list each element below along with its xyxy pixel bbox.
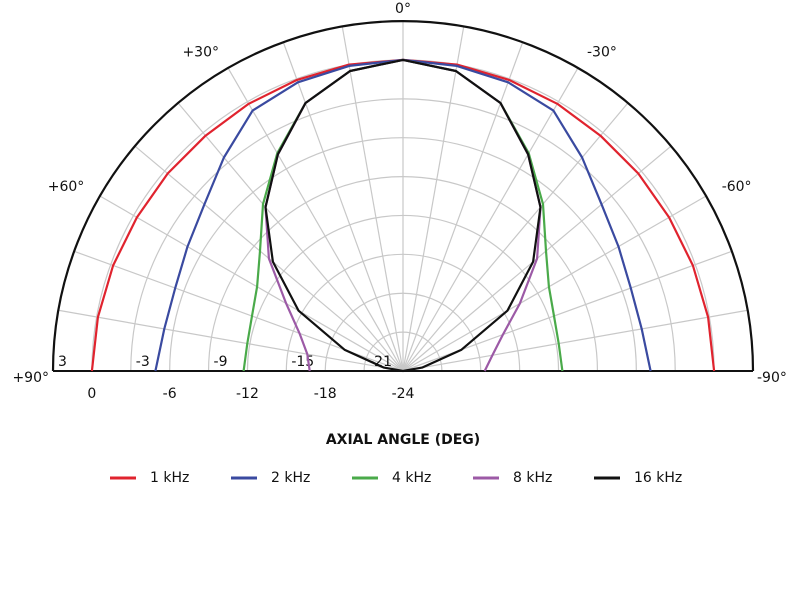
series-line [264, 58, 542, 373]
theta-tick-label: +30° [182, 44, 219, 60]
spoke [341, 26, 404, 372]
ring [246, 214, 560, 372]
spoke [282, 41, 404, 372]
spoke [99, 195, 404, 372]
r-tick-label: -6 [163, 386, 177, 402]
r-tick-label: 0 [87, 386, 96, 402]
ring [207, 176, 599, 372]
legend-label: 16 kHz [634, 470, 682, 486]
ring [363, 331, 443, 372]
legend-label: 4 kHz [392, 470, 431, 486]
ring [169, 137, 637, 372]
spoke [402, 102, 629, 372]
r-tick-label: -15 [291, 354, 314, 370]
axis-title: AXIAL ANGLE (DEG) [326, 432, 480, 448]
spoke [402, 26, 465, 372]
r-tick-label: -9 [214, 354, 228, 370]
theta-tick-label: 0° [395, 1, 411, 17]
spoke [227, 67, 404, 372]
theta-tick-label: -30° [587, 44, 617, 60]
r-tick-label: -21 [369, 354, 392, 370]
spoke [402, 309, 748, 372]
spoke [402, 195, 707, 372]
legend-label: 1 kHz [150, 470, 189, 486]
spoke [177, 102, 404, 372]
ring [285, 253, 521, 372]
ring [130, 98, 676, 372]
theta-tick-label: +60° [48, 179, 85, 195]
spoke [402, 41, 524, 372]
legend-label: 8 kHz [513, 470, 552, 486]
ring [324, 292, 482, 372]
spoke [402, 67, 579, 372]
theta-tick-label: -90° [757, 370, 787, 386]
theta-tick-label: -60° [722, 179, 752, 195]
r-tick-label: -12 [236, 386, 259, 402]
outer-ring [51, 19, 755, 372]
legend-label: 2 kHz [271, 470, 310, 486]
r-tick-label: -3 [136, 354, 150, 370]
r-tick-label: 3 [58, 354, 67, 370]
r-tick-label: -24 [392, 386, 415, 402]
spoke [58, 309, 404, 372]
theta-tick-label: +90° [12, 370, 49, 386]
r-tick-label: -18 [314, 386, 337, 402]
